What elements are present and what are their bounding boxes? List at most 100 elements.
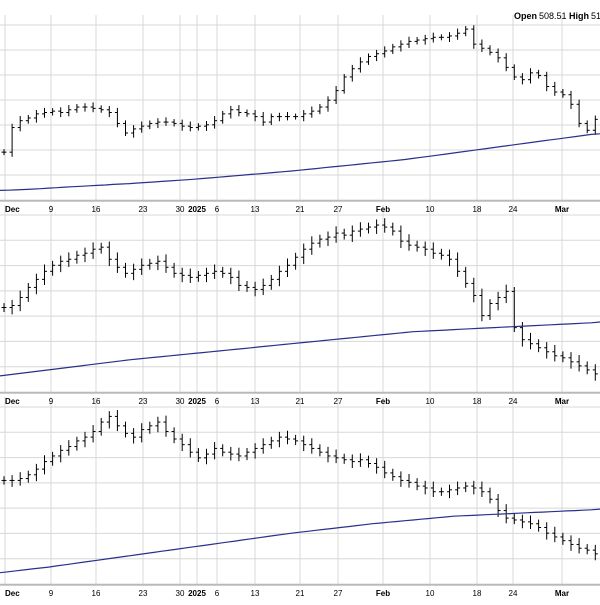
ohlc-bar bbox=[398, 225, 404, 248]
open-value: 508.51 bbox=[539, 11, 567, 21]
ohlc-bar bbox=[285, 258, 290, 277]
x-tick-label: 2025 bbox=[188, 205, 206, 214]
ohlc-bar bbox=[139, 258, 145, 275]
ohlc-bar bbox=[479, 39, 485, 53]
ohlc-bar bbox=[123, 262, 128, 278]
ohlc-bar bbox=[204, 267, 209, 283]
ohlc-bar bbox=[568, 352, 574, 369]
ohlc-bar bbox=[487, 487, 493, 504]
x-tick-label: 23 bbox=[139, 397, 148, 406]
ohlc-bar bbox=[163, 254, 169, 273]
ohlc-bar bbox=[390, 43, 396, 54]
ohlc-bar bbox=[382, 218, 388, 233]
ohlc-bar bbox=[114, 252, 120, 273]
ohlc-bar bbox=[187, 268, 193, 283]
ohlc-bar bbox=[1, 149, 7, 156]
ohlc-bar bbox=[455, 28, 461, 40]
ohlc-bar bbox=[155, 255, 161, 271]
ohlc-bar bbox=[147, 421, 153, 434]
ohlc-bar bbox=[438, 34, 444, 41]
ohlc-bar bbox=[90, 242, 96, 259]
ohlc-bar bbox=[212, 442, 218, 460]
x-tick-label: Feb bbox=[376, 205, 390, 214]
ohlc-bar bbox=[390, 468, 396, 481]
x-tick-label: 10 bbox=[426, 397, 435, 406]
ohlc-bar bbox=[123, 120, 128, 137]
ohlc-bar bbox=[374, 49, 380, 62]
ohlc-bar bbox=[301, 110, 307, 122]
ohlc-bar bbox=[90, 102, 96, 113]
ohlc-bar bbox=[511, 287, 517, 333]
ohlc-bar bbox=[212, 264, 218, 279]
ohlc-bar bbox=[333, 449, 339, 464]
ohlc-bar bbox=[131, 428, 137, 444]
ohlc-bar bbox=[422, 34, 428, 45]
ohlc-bar bbox=[17, 472, 23, 486]
ohlc-bar bbox=[349, 225, 355, 242]
x-tick-label: 13 bbox=[251, 397, 260, 406]
ohlc-bar bbox=[422, 480, 428, 495]
ohlc-bar bbox=[406, 234, 412, 251]
ohlc-bar bbox=[195, 270, 201, 282]
ohlc-bar bbox=[187, 438, 193, 458]
ohlc-bar bbox=[25, 470, 31, 483]
ohlc-bar bbox=[195, 123, 201, 131]
ohlc-bar bbox=[244, 448, 250, 461]
ohlc-bar bbox=[544, 71, 550, 92]
ohlc-bar bbox=[58, 445, 64, 463]
ohlc-bar bbox=[66, 105, 72, 117]
ohlc-bar bbox=[487, 299, 493, 320]
x-tick-label: 16 bbox=[92, 589, 101, 598]
ohlc-bar bbox=[576, 99, 582, 128]
ohlc-bar bbox=[106, 105, 112, 118]
ohlc-bar bbox=[536, 339, 542, 353]
ohlc-bar bbox=[123, 421, 128, 438]
moving-average-line bbox=[0, 508, 600, 574]
ohlc-bar bbox=[25, 282, 31, 302]
ohlc-bar bbox=[147, 258, 153, 270]
ohlc-bar bbox=[568, 90, 574, 109]
ohlc-bar bbox=[430, 32, 436, 43]
ohlc-bar bbox=[285, 430, 290, 445]
ohlc-bar bbox=[58, 255, 64, 273]
ohlc-bar bbox=[204, 120, 209, 131]
ohlc-bar bbox=[406, 36, 412, 48]
ohlc-bar bbox=[357, 453, 363, 467]
ohlc-bar bbox=[592, 115, 598, 135]
ohlc-bar bbox=[584, 361, 590, 375]
ohlc-bar bbox=[479, 288, 485, 322]
ohlc-bar bbox=[552, 81, 558, 96]
x-tick-label: 9 bbox=[49, 205, 54, 214]
ohlc-bar bbox=[171, 427, 177, 444]
ohlc-bar bbox=[455, 252, 461, 277]
ohlc-bar bbox=[568, 535, 574, 551]
ohlc-bar bbox=[584, 544, 590, 555]
high-label: High bbox=[569, 11, 589, 21]
ohlc-bar bbox=[50, 260, 56, 276]
high-value: 513 bbox=[591, 11, 600, 21]
ohlc-bar bbox=[42, 264, 47, 285]
ohlc-bar bbox=[66, 252, 72, 267]
ohlc-bar bbox=[536, 519, 542, 532]
x-tick-label: 13 bbox=[251, 205, 260, 214]
ohlc-bar bbox=[9, 123, 15, 157]
ohlc-bar bbox=[228, 105, 234, 119]
ohlc-bar bbox=[309, 438, 315, 454]
ohlc-bar bbox=[519, 73, 525, 85]
ohlc-bar bbox=[309, 236, 315, 255]
ohlc-bar bbox=[576, 354, 582, 372]
ohlc-bar bbox=[406, 474, 412, 488]
x-tick-label: Mar bbox=[555, 589, 569, 598]
ohlc-bar bbox=[171, 262, 177, 278]
ohlc-bar bbox=[325, 231, 331, 246]
x-tick-label: Feb bbox=[376, 397, 390, 406]
ohlc-bar bbox=[430, 242, 436, 259]
x-tick-label: 21 bbox=[296, 589, 305, 598]
ohlc-bar bbox=[139, 121, 145, 133]
ohlc-bar bbox=[260, 438, 266, 454]
ohlc-bar bbox=[179, 119, 185, 131]
ohlc-bar bbox=[544, 522, 550, 540]
ohlc-bar bbox=[139, 423, 145, 443]
ohlc-bar bbox=[66, 440, 72, 456]
ohlc-bar bbox=[357, 57, 363, 73]
